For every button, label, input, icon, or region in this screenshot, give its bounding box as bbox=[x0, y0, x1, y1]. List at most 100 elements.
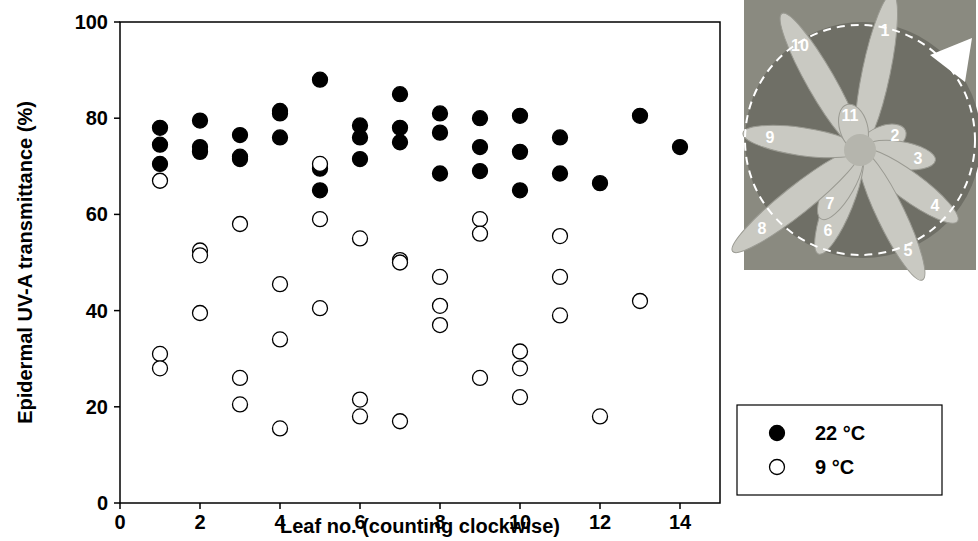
point bbox=[233, 217, 248, 232]
arrow bbox=[930, 38, 972, 82]
x-tick bbox=[279, 503, 281, 509]
point bbox=[673, 140, 688, 155]
point bbox=[433, 269, 448, 284]
chart: 02468101214020406080100Leaf no. (countin… bbox=[0, 0, 978, 541]
point bbox=[593, 409, 608, 424]
leaf-number: 2 bbox=[891, 127, 900, 144]
point bbox=[473, 164, 488, 179]
x-axis-title: Leaf no. (counting clockwise) bbox=[280, 515, 560, 537]
x-tick bbox=[199, 503, 201, 509]
x-tick-label: 0 bbox=[114, 511, 125, 533]
point bbox=[393, 414, 408, 429]
y-tick bbox=[114, 117, 120, 119]
point bbox=[513, 144, 528, 159]
point bbox=[473, 226, 488, 241]
point bbox=[313, 212, 328, 227]
point bbox=[273, 332, 288, 347]
leaf-number: 3 bbox=[914, 150, 923, 167]
point bbox=[433, 298, 448, 313]
x-tick-label: 2 bbox=[194, 511, 205, 533]
rosette-center bbox=[844, 134, 876, 166]
legend-label: 22 °C bbox=[815, 422, 865, 444]
y-tick bbox=[114, 214, 120, 216]
x-tick-label: 12 bbox=[589, 511, 611, 533]
legend-label: 9 °C bbox=[815, 456, 854, 478]
point bbox=[473, 370, 488, 385]
y-tick-label: 20 bbox=[86, 396, 108, 418]
point bbox=[153, 173, 168, 188]
point bbox=[353, 231, 368, 246]
point bbox=[593, 176, 608, 191]
point bbox=[273, 130, 288, 145]
y-tick-label: 60 bbox=[86, 203, 108, 225]
point bbox=[393, 135, 408, 150]
point bbox=[193, 306, 208, 321]
y-tick bbox=[114, 21, 120, 23]
point bbox=[353, 392, 368, 407]
y-tick-label: 0 bbox=[97, 492, 108, 514]
point bbox=[273, 277, 288, 292]
y-tick bbox=[114, 502, 120, 504]
leaf-number: 8 bbox=[758, 220, 767, 237]
point bbox=[313, 183, 328, 198]
point bbox=[273, 421, 288, 436]
point bbox=[193, 248, 208, 263]
point bbox=[233, 370, 248, 385]
leaf-number: 9 bbox=[766, 129, 775, 146]
legend-marker bbox=[770, 426, 785, 441]
point bbox=[313, 301, 328, 316]
point bbox=[553, 308, 568, 323]
leaf-number: 5 bbox=[904, 242, 913, 259]
y-tick bbox=[114, 310, 120, 312]
point bbox=[553, 229, 568, 244]
point bbox=[233, 152, 248, 167]
leaf-number: 10 bbox=[791, 37, 809, 54]
point bbox=[433, 125, 448, 140]
point bbox=[153, 137, 168, 152]
point bbox=[433, 106, 448, 121]
leaf-number: 6 bbox=[824, 222, 833, 239]
point bbox=[553, 166, 568, 181]
point bbox=[633, 108, 648, 123]
marks bbox=[153, 72, 688, 436]
y-tick-label: 40 bbox=[86, 300, 108, 322]
point bbox=[513, 390, 528, 405]
point bbox=[193, 144, 208, 159]
y-tick-label: 100 bbox=[75, 11, 108, 33]
x-tick bbox=[119, 503, 121, 509]
leaf-number: 4 bbox=[931, 197, 940, 214]
point bbox=[433, 166, 448, 181]
y-axis-title: Epidermal UV-A transmittance (%) bbox=[14, 101, 36, 424]
x-tick bbox=[439, 503, 441, 509]
point bbox=[153, 361, 168, 376]
legend-box bbox=[737, 405, 942, 495]
point bbox=[473, 140, 488, 155]
point bbox=[353, 152, 368, 167]
y-tick bbox=[114, 406, 120, 408]
point bbox=[153, 156, 168, 171]
inset-photo: 1234567891011 bbox=[724, 0, 978, 286]
point bbox=[553, 269, 568, 284]
leaf-number: 7 bbox=[826, 195, 835, 212]
dashed-circle bbox=[745, 25, 975, 255]
point bbox=[473, 111, 488, 126]
x-tick bbox=[599, 503, 601, 509]
leaf-number: 1 bbox=[881, 22, 890, 39]
point bbox=[393, 255, 408, 270]
point bbox=[313, 156, 328, 171]
point bbox=[553, 130, 568, 145]
leaf-number: 11 bbox=[842, 107, 859, 124]
point bbox=[153, 346, 168, 361]
point bbox=[313, 72, 328, 87]
x-tick bbox=[359, 503, 361, 509]
y-tick-label: 80 bbox=[86, 107, 108, 129]
point bbox=[353, 409, 368, 424]
x-tick-label: 14 bbox=[669, 511, 692, 533]
plot-frame bbox=[120, 22, 720, 503]
point bbox=[393, 120, 408, 135]
x-tick bbox=[519, 503, 521, 509]
legend-marker bbox=[770, 460, 785, 475]
point bbox=[233, 397, 248, 412]
point bbox=[513, 108, 528, 123]
point bbox=[513, 344, 528, 359]
